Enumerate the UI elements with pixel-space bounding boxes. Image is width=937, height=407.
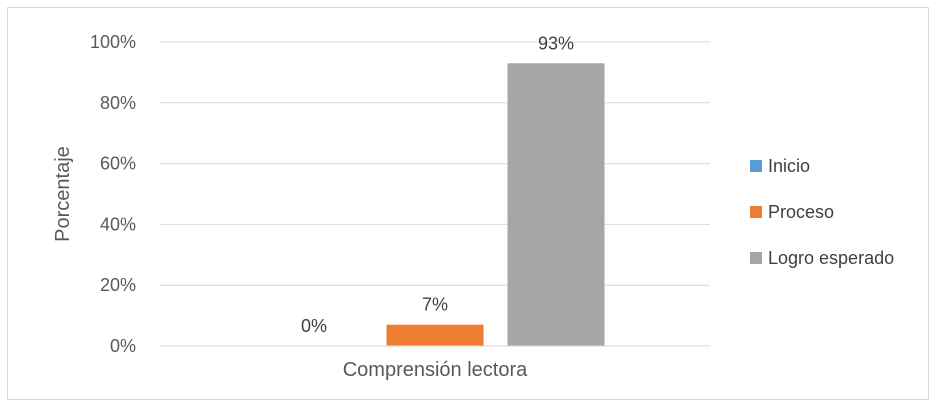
legend-label-logro-esperado: Logro esperado: [768, 248, 894, 268]
legend-swatch-inicio: [750, 160, 762, 172]
y-tick-label: 80%: [100, 93, 136, 113]
y-tick-label: 20%: [100, 275, 136, 295]
data-label-proceso: 7%: [422, 295, 448, 315]
data-label-logro-esperado: 93%: [538, 33, 574, 53]
y-tick-label: 0%: [110, 336, 136, 356]
data-labels: 0% 7% 93%: [301, 33, 574, 336]
bar-proceso: [386, 324, 484, 346]
gridlines: [160, 41, 710, 286]
legend-swatch-proceso: [750, 206, 762, 218]
x-axis-category-label: Comprensión lectora: [343, 359, 528, 381]
y-tick-label: 60%: [100, 154, 136, 174]
legend-label-inicio: Inicio: [768, 156, 810, 176]
legend: Inicio Proceso Logro esperado: [750, 156, 894, 268]
y-tick-label: 100%: [90, 32, 136, 52]
bars: [386, 63, 605, 346]
y-tick-label: 40%: [100, 214, 136, 234]
data-label-inicio: 0%: [301, 316, 327, 336]
y-axis-tick-labels: 0% 20% 40% 60% 80% 100%: [90, 32, 136, 356]
bar-logro-esperado: [507, 63, 605, 346]
y-axis-title: Porcentaje: [52, 146, 74, 242]
legend-swatch-logro-esperado: [750, 252, 762, 264]
legend-label-proceso: Proceso: [768, 202, 834, 222]
